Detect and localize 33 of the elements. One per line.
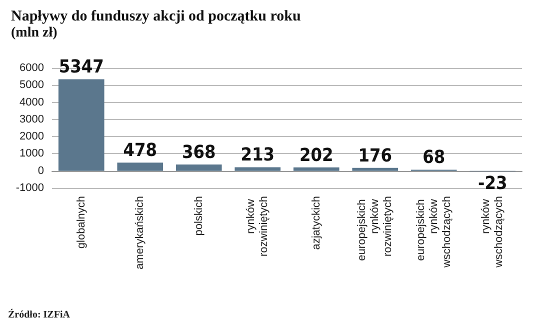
x-tick-label: rynków rozwiniętych — [245, 196, 270, 257]
x-tick-label: polskich — [192, 196, 205, 236]
data-label: -23 — [478, 172, 508, 194]
data-label: 368 — [182, 142, 216, 164]
data-label: 478 — [123, 140, 158, 162]
bar — [293, 167, 340, 171]
y-tick-label: 5000 — [20, 79, 44, 92]
data-label: 176 — [358, 145, 392, 166]
x-tick-label: rynków wschodzących — [480, 196, 506, 269]
chart-subtitle: (mln zł) — [11, 26, 58, 40]
bar — [352, 168, 398, 171]
x-tick-label: amerykańskich — [134, 196, 146, 270]
y-tick-label: -1000 — [16, 182, 44, 194]
data-label: 213 — [240, 144, 275, 166]
y-tick-label: 2000 — [20, 130, 44, 143]
y-tick-label: 4000 — [20, 96, 44, 108]
bar — [117, 162, 164, 171]
x-tick-label: europejskich rynków wschodzących — [414, 196, 453, 269]
data-label: 5347 — [58, 56, 104, 78]
bar — [234, 167, 281, 171]
bar — [58, 79, 104, 171]
x-tick-label: azjatyckich — [310, 196, 322, 250]
chart-title: Napływy do funduszy akcji od początku roku — [11, 8, 301, 24]
y-tick-label: 1000 — [20, 148, 44, 160]
data-label: 68 — [422, 147, 446, 168]
x-tick-label: europejskich rynków rozwiniętych — [356, 196, 394, 261]
y-tick-label: 0 — [38, 164, 44, 177]
y-tick-label: 6000 — [20, 62, 44, 74]
bar — [176, 164, 222, 171]
x-tick-label: globalnych — [75, 196, 88, 249]
text: Źródło: IZFiA — [8, 308, 71, 320]
data-label: 202 — [299, 144, 334, 166]
y-tick-label: 3000 — [20, 113, 44, 126]
